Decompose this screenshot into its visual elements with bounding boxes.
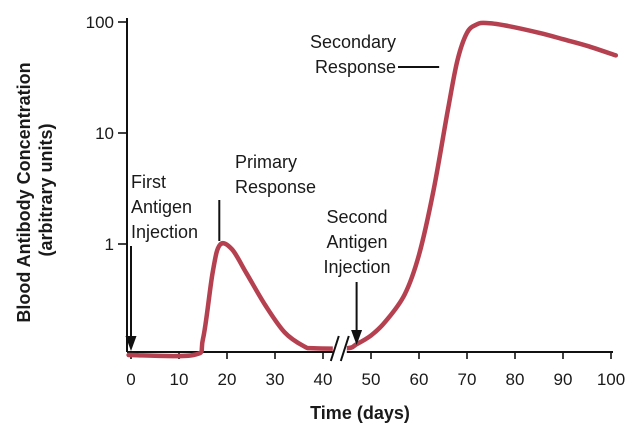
x-tick-label: 30 <box>266 370 285 389</box>
x-tick-label: 50 <box>362 370 381 389</box>
axis-break <box>329 334 350 364</box>
primary-response-label: Primary Response <box>235 152 316 197</box>
y-axis-title: Blood Antibody Concentration (arbitrary … <box>14 57 56 322</box>
second-injection-label-line: Injection <box>323 257 390 277</box>
second-injection-label-line: Second <box>326 207 387 227</box>
x-tick-label: 90 <box>554 370 573 389</box>
first-injection-label: First Antigen Injection <box>131 172 198 242</box>
x-tick-label: 70 <box>458 370 477 389</box>
axis-break-slash <box>329 335 340 362</box>
x-axis-title: Time (days) <box>310 403 410 423</box>
y-tick-label: 1 <box>105 235 114 254</box>
x-tick-label: 80 <box>506 370 525 389</box>
y-tick-label: 100 <box>86 13 114 32</box>
first-injection-label-line: Injection <box>131 222 198 242</box>
x-tick-label: 100 <box>597 370 625 389</box>
first-injection-label-line: Antigen <box>131 197 192 217</box>
y-axis-title-line-1: Blood Antibody Concentration <box>14 62 34 322</box>
first-injection-arrowhead <box>125 336 137 351</box>
x-tick-label: 10 <box>170 370 189 389</box>
axis-break-slash <box>339 335 350 362</box>
x-tick-label: 20 <box>218 370 237 389</box>
second-injection-arrowhead <box>351 330 363 346</box>
x-tick-label: 60 <box>410 370 429 389</box>
x-tick-label: 0 <box>126 370 135 389</box>
secondary-response-label-line: Secondary <box>310 32 396 52</box>
y-tick-label: 10 <box>95 124 114 143</box>
antibody-concentration-line <box>126 20 619 359</box>
second-injection-label-line: Antigen <box>326 232 387 252</box>
second-injection-label: Second Antigen Injection <box>323 207 390 277</box>
secondary-response-label: Secondary Response <box>310 32 396 77</box>
primary-response-label-line: Response <box>235 177 316 197</box>
first-injection-label-line: First <box>131 172 166 192</box>
x-tick-label: 40 <box>314 370 333 389</box>
axes <box>126 18 613 353</box>
secondary-response-label-line: Response <box>315 57 396 77</box>
y-axis-title-line-2: (arbitrary units) <box>36 123 56 256</box>
primary-response-label-line: Primary <box>235 152 297 172</box>
